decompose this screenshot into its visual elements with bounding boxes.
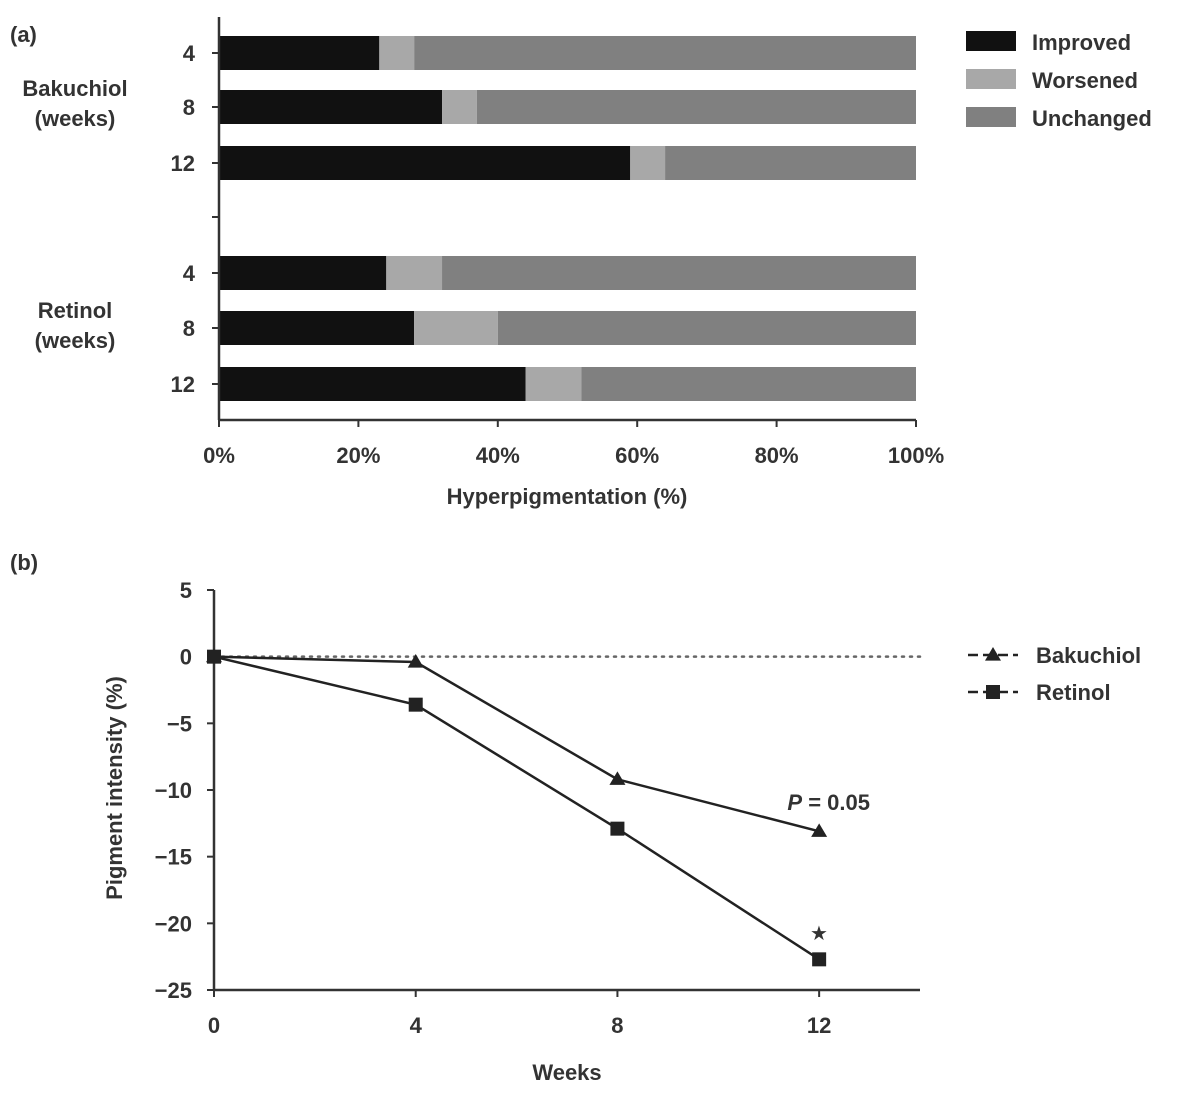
- x-tick-label: 12: [807, 1013, 831, 1038]
- legend-marker-bakuchiol: [985, 647, 1001, 661]
- bar-segment-unchanged: [476, 90, 916, 124]
- y-tick-label: −20: [155, 911, 192, 936]
- data-point-retinol: [207, 649, 221, 664]
- data-point-retinol: [610, 821, 625, 836]
- bar-segment-worsened: [630, 146, 666, 180]
- bar-segment-improved: [219, 146, 631, 180]
- panel-a-axes: 4 8 12 Bakuchiol (weeks) 4 8 12 Retinol (weeks) 0%…: [22, 17, 944, 468]
- y-tick-label: −15: [155, 845, 192, 870]
- x-tick-label: 80%: [755, 443, 799, 468]
- group-label: Bakuchiol (weeks): [22, 76, 127, 131]
- bar-segment-improved: [219, 367, 526, 401]
- series-line-retinol: [213, 655, 820, 961]
- y-tick-label: 0: [180, 645, 192, 670]
- bar-segment-improved: [219, 90, 443, 124]
- group-label-line: (weeks): [35, 106, 116, 131]
- group-label-line: (weeks): [35, 328, 116, 353]
- y-tick-label: −10: [155, 778, 192, 803]
- p-value-number: = 0.05: [808, 790, 870, 815]
- p-value-letter: P: [787, 790, 802, 815]
- legend-swatch-worsened: [966, 69, 1016, 89]
- bar-segment-worsened: [379, 36, 415, 70]
- line-series: [206, 648, 922, 967]
- panel-b-label: (b): [10, 550, 38, 575]
- data-point-bakuchiol: [609, 771, 626, 785]
- x-tick-label: 40%: [476, 443, 520, 468]
- group-label-line: Retinol: [38, 298, 113, 323]
- legend-label: Worsened: [1032, 68, 1138, 93]
- x-tick-label: 0: [208, 1013, 220, 1038]
- bar-segment-worsened: [442, 90, 477, 124]
- bar-segment-improved: [219, 36, 380, 70]
- bar-segment-worsened: [414, 311, 498, 345]
- panel-b-y-label: Pigment intensity (%): [102, 676, 127, 900]
- y-tick-label: 12: [171, 151, 195, 176]
- significance-star: ★: [810, 923, 828, 945]
- legend-label: Retinol: [1036, 680, 1111, 705]
- x-tick-label: 20%: [336, 443, 380, 468]
- bar-segment-unchanged: [581, 367, 916, 401]
- legend-marker-retinol: [986, 685, 1000, 699]
- panel-b-axes: 5 0 −5 −10 −15 −20 −25 0 4 8 12: [155, 578, 920, 1038]
- x-tick-label: 4: [410, 1013, 423, 1038]
- y-tick-label: 12: [171, 372, 195, 397]
- bar-segment-unchanged: [414, 36, 916, 70]
- x-tick-label: 60%: [615, 443, 659, 468]
- panel-b-legend: Bakuchiol Retinol: [968, 643, 1141, 705]
- bar-segment-improved: [219, 311, 415, 345]
- panel-a: (a) 4 8 12 Bakuchiol (weeks) 4 8 12 Retinol (week…: [10, 17, 1152, 509]
- legend-label: Bakuchiol: [1036, 643, 1141, 668]
- panel-b-x-label: Weeks: [532, 1060, 601, 1085]
- bar-segment-worsened: [525, 367, 582, 401]
- legend-swatch-improved: [966, 31, 1016, 51]
- legend-label: Unchanged: [1032, 106, 1152, 131]
- y-tick-label: 4: [183, 41, 196, 66]
- group-label: Retinol (weeks): [35, 298, 116, 353]
- bar-segment-unchanged: [442, 256, 916, 290]
- bar-segment-improved: [219, 256, 387, 290]
- y-tick-label: 4: [183, 261, 196, 286]
- x-tick-label: 8: [611, 1013, 623, 1038]
- x-tick-label: 0%: [203, 443, 235, 468]
- group-label-line: Bakuchiol: [22, 76, 127, 101]
- stacked-bars: [219, 36, 916, 401]
- p-value-annotation: P = 0.05: [787, 790, 870, 815]
- y-tick-label: −5: [167, 711, 192, 736]
- panel-a-x-label: Hyperpigmentation (%): [447, 484, 688, 509]
- panel-b: (b) 5 0 −5 −10 −15 −20 −25 0 4 8 12 Bakuchiol Retin…: [10, 550, 1141, 1085]
- legend-label: Improved: [1032, 30, 1131, 55]
- data-point-bakuchiol: [811, 823, 828, 837]
- legend-swatch-unchanged: [966, 107, 1016, 127]
- bar-segment-unchanged: [497, 311, 916, 345]
- y-tick-label: 8: [183, 95, 195, 120]
- y-tick-label: 5: [180, 578, 192, 603]
- panel-a-label: (a): [10, 22, 37, 47]
- panel-a-legend: Improved Worsened Unchanged: [966, 30, 1152, 131]
- data-point-bakuchiol: [407, 654, 424, 668]
- data-point-retinol: [812, 952, 827, 967]
- y-tick-label: −25: [155, 978, 192, 1003]
- data-point-retinol: [408, 697, 423, 712]
- series-line-bakuchiol: [213, 655, 820, 833]
- bar-segment-worsened: [386, 256, 443, 290]
- y-tick-label: 8: [183, 316, 195, 341]
- x-tick-label: 100%: [888, 443, 944, 468]
- bar-segment-unchanged: [665, 146, 916, 180]
